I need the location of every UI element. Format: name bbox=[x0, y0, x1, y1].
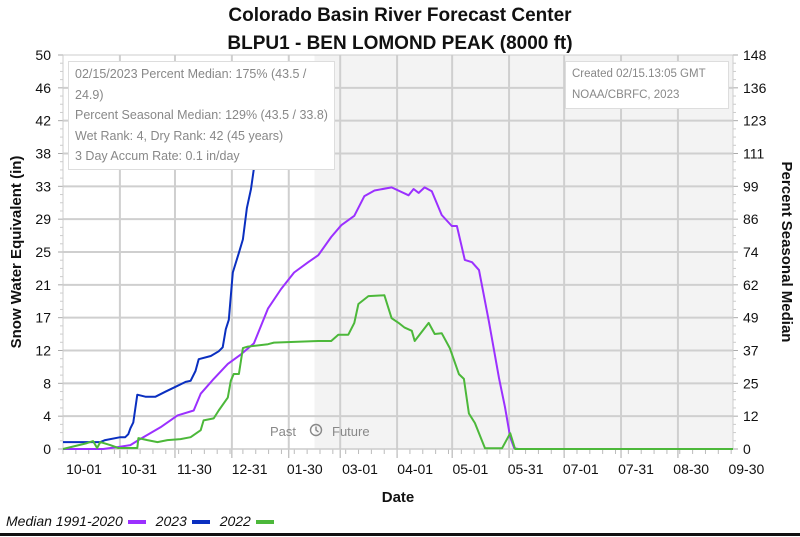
credit-info-box: Created 02/15.13:05 GMT NOAA/CBRFC, 2023 bbox=[565, 61, 729, 109]
y-tick-label: 50 bbox=[35, 47, 51, 63]
percent-seasonal-median-text: Percent Seasonal Median: 129% (43.5 / 33… bbox=[75, 108, 328, 122]
y2-tick-label: 123 bbox=[743, 113, 767, 129]
x-axis-label: Date bbox=[382, 489, 415, 506]
x-tick-label: 01-30 bbox=[287, 461, 323, 477]
y2-tick-label: 86 bbox=[743, 211, 759, 227]
x-tick-label: 04-01 bbox=[397, 461, 433, 477]
y2-tick-label: 37 bbox=[743, 343, 759, 359]
y-tick-label: 4 bbox=[43, 408, 51, 424]
y2-tick-label: 111 bbox=[743, 146, 764, 162]
x-tick-label: 05-31 bbox=[508, 461, 544, 477]
y2-tick-label: 148 bbox=[743, 47, 767, 63]
legend-label-2022: 2022 bbox=[219, 513, 251, 529]
x-tick-label: 05-01 bbox=[452, 461, 488, 477]
y2-tick-label: 62 bbox=[743, 277, 759, 293]
x-tick-label: 07-31 bbox=[618, 461, 654, 477]
y2-tick-label: 74 bbox=[743, 244, 759, 260]
y-tick-label: 46 bbox=[35, 80, 51, 96]
y-tick-label: 42 bbox=[35, 113, 51, 129]
y-tick-label: 29 bbox=[35, 211, 51, 227]
rank-text: Wet Rank: 4, Dry Rank: 42 (45 years) bbox=[75, 128, 284, 143]
created-text: Created 02/15.13:05 GMT bbox=[572, 68, 706, 80]
bottom-border bbox=[0, 533, 800, 536]
x-tick-label: 03-01 bbox=[342, 461, 378, 477]
legend-label-median: Median 1991-2020 bbox=[6, 513, 123, 529]
y2-tick-label: 49 bbox=[743, 310, 759, 326]
past-label: Past bbox=[270, 424, 297, 439]
y2-tick-label: 136 bbox=[743, 80, 767, 96]
x-tick-label: 12-31 bbox=[232, 461, 268, 477]
y-tick-label: 12 bbox=[35, 343, 51, 359]
y2-tick-label: 0 bbox=[743, 441, 751, 457]
chart-title: Colorado Basin River Forecast Center bbox=[228, 5, 572, 26]
y-tick-label: 21 bbox=[35, 277, 51, 293]
y2-axis-label: Percent Seasonal Median bbox=[778, 162, 795, 343]
legend-swatch-2022 bbox=[255, 520, 274, 525]
legend-swatch-median bbox=[127, 520, 146, 525]
y-tick-label: 0 bbox=[43, 441, 51, 457]
legend-swatch-2023 bbox=[191, 520, 210, 525]
y-tick-label: 33 bbox=[35, 178, 51, 194]
y2-tick-label: 12 bbox=[743, 408, 759, 424]
y-tick-label: 8 bbox=[43, 375, 51, 391]
chart-subtitle: BLPU1 - BEN LOMOND PEAK (8000 ft) bbox=[227, 33, 573, 54]
y-tick-label: 38 bbox=[35, 146, 51, 162]
y-axis-label: Snow Water Equivalent (in) bbox=[8, 156, 25, 349]
x-tick-label: 11-30 bbox=[177, 461, 212, 477]
series-line-2022 bbox=[62, 294, 733, 450]
future-label: Future bbox=[332, 424, 370, 439]
legend: Median 1991-2020 2023 2022 bbox=[6, 513, 280, 529]
y-tick-label: 25 bbox=[35, 244, 51, 260]
accum-rate-text: 3 Day Accum Rate: 0.1 in/day bbox=[75, 149, 240, 163]
x-tick-label: 07-01 bbox=[563, 461, 599, 477]
clock-icon bbox=[309, 423, 323, 440]
y2-tick-label: 99 bbox=[743, 178, 759, 194]
y-tick-label: 17 bbox=[35, 310, 51, 326]
x-tick-label: 10-31 bbox=[121, 461, 157, 477]
y2-tick-label: 25 bbox=[743, 375, 759, 391]
series-line-median-1991-2020 bbox=[63, 186, 733, 450]
percent-median-text: 02/15/2023 Percent Median: 175% (43.5 / … bbox=[75, 67, 307, 102]
legend-label-2023: 2023 bbox=[155, 513, 187, 529]
x-tick-label: 10-01 bbox=[66, 461, 102, 477]
x-tick-label: 08-30 bbox=[673, 461, 709, 477]
stats-info-box: 02/15/2023 Percent Median: 175% (43.5 / … bbox=[68, 61, 335, 170]
credit-text: NOAA/CBRFC, 2023 bbox=[572, 89, 680, 101]
x-tick-label: 09-30 bbox=[728, 461, 764, 477]
